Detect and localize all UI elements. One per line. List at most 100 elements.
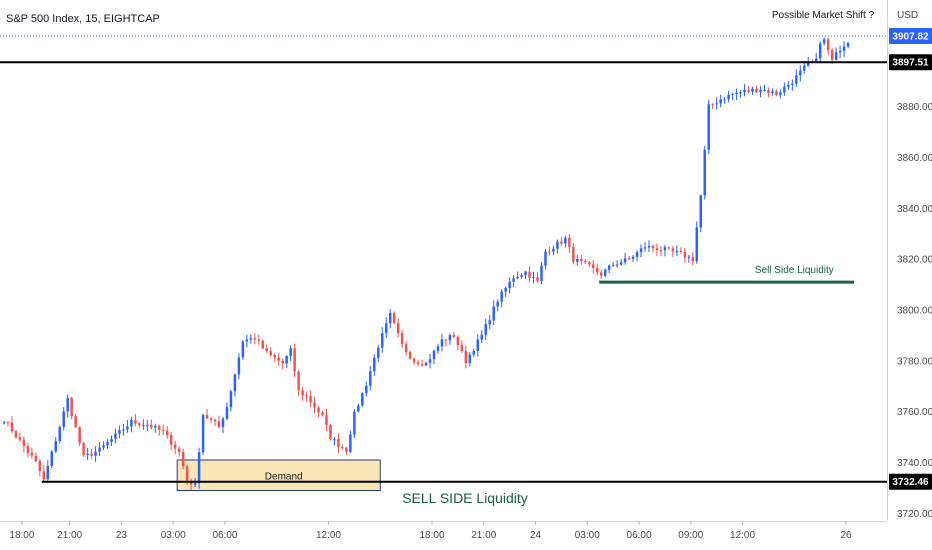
- candle[interactable]: [476, 333, 480, 357]
- candle[interactable]: [400, 330, 404, 348]
- candle[interactable]: [365, 381, 368, 397]
- candle[interactable]: [659, 246, 663, 257]
- candle[interactable]: [488, 315, 491, 330]
- candle[interactable]: [90, 448, 93, 459]
- candle[interactable]: [723, 97, 726, 104]
- candle[interactable]: [520, 273, 523, 279]
- candle[interactable]: [380, 326, 384, 353]
- candle[interactable]: [440, 333, 444, 352]
- candle[interactable]: [154, 423, 157, 433]
- candle[interactable]: [285, 354, 288, 369]
- candle[interactable]: [14, 429, 18, 440]
- candle[interactable]: [679, 247, 683, 254]
- candle[interactable]: [42, 464, 46, 481]
- candle[interactable]: [209, 416, 213, 423]
- candle[interactable]: [349, 430, 352, 454]
- candle[interactable]: [603, 268, 607, 278]
- candle[interactable]: [58, 425, 61, 444]
- candle[interactable]: [834, 47, 838, 61]
- candle[interactable]: [162, 424, 165, 436]
- candle[interactable]: [177, 446, 181, 457]
- candle[interactable]: [213, 418, 217, 427]
- candle[interactable]: [249, 334, 253, 344]
- candle[interactable]: [667, 246, 671, 250]
- candle[interactable]: [146, 419, 149, 432]
- candle[interactable]: [456, 335, 460, 351]
- candle[interactable]: [560, 236, 563, 246]
- candle[interactable]: [611, 262, 615, 267]
- candle[interactable]: [655, 243, 659, 256]
- candle[interactable]: [169, 431, 173, 451]
- candle[interactable]: [201, 413, 205, 455]
- candle[interactable]: [118, 425, 121, 439]
- candle[interactable]: [165, 426, 169, 439]
- candle[interactable]: [715, 97, 718, 110]
- candle[interactable]: [795, 69, 798, 88]
- candle[interactable]: [66, 394, 69, 418]
- candle[interactable]: [173, 440, 177, 455]
- candle[interactable]: [102, 441, 105, 451]
- candle[interactable]: [663, 244, 667, 257]
- candle[interactable]: [771, 88, 774, 96]
- candle[interactable]: [615, 260, 619, 268]
- candle[interactable]: [428, 353, 432, 369]
- candle[interactable]: [711, 103, 714, 110]
- candle[interactable]: [257, 334, 261, 345]
- candle[interactable]: [424, 361, 428, 367]
- candle[interactable]: [82, 441, 85, 458]
- candle[interactable]: [341, 444, 344, 450]
- candle[interactable]: [388, 308, 392, 329]
- candle[interactable]: [74, 413, 77, 428]
- candle[interactable]: [253, 333, 257, 345]
- candle[interactable]: [671, 245, 675, 257]
- candle[interactable]: [233, 373, 237, 397]
- candle[interactable]: [22, 436, 26, 453]
- candle[interactable]: [432, 349, 436, 365]
- candle[interactable]: [619, 258, 623, 266]
- candle[interactable]: [838, 45, 842, 59]
- candle[interactable]: [309, 390, 312, 408]
- candle[interactable]: [122, 423, 125, 436]
- candle[interactable]: [504, 286, 507, 298]
- candle[interactable]: [321, 410, 324, 417]
- candle[interactable]: [735, 88, 738, 101]
- candle[interactable]: [34, 452, 38, 463]
- candle[interactable]: [536, 271, 539, 283]
- candle[interactable]: [18, 432, 22, 442]
- candle[interactable]: [281, 358, 284, 370]
- candle[interactable]: [317, 405, 320, 418]
- candle[interactable]: [826, 37, 830, 56]
- candle[interactable]: [392, 311, 396, 325]
- candle[interactable]: [767, 87, 770, 98]
- candle[interactable]: [751, 86, 754, 95]
- candle[interactable]: [556, 239, 559, 254]
- candle[interactable]: [516, 271, 519, 280]
- candle[interactable]: [373, 354, 376, 376]
- candle[interactable]: [404, 341, 408, 356]
- candle[interactable]: [584, 259, 587, 265]
- candle[interactable]: [134, 413, 137, 427]
- candle[interactable]: [444, 338, 448, 347]
- candle[interactable]: [448, 333, 452, 345]
- candle[interactable]: [727, 90, 730, 103]
- candle[interactable]: [130, 416, 133, 433]
- candle[interactable]: [576, 254, 579, 266]
- candle[interactable]: [480, 330, 484, 344]
- candle[interactable]: [599, 269, 603, 279]
- candle[interactable]: [791, 79, 794, 91]
- candle[interactable]: [707, 99, 710, 155]
- candle[interactable]: [492, 300, 495, 325]
- candle[interactable]: [229, 389, 233, 412]
- candle[interactable]: [496, 299, 499, 312]
- candle[interactable]: [787, 81, 790, 90]
- candle[interactable]: [106, 439, 109, 449]
- candle[interactable]: [245, 334, 249, 348]
- candle[interactable]: [369, 366, 372, 391]
- candle[interactable]: [305, 392, 308, 402]
- candle[interactable]: [70, 396, 73, 420]
- candle[interactable]: [544, 248, 547, 270]
- candle[interactable]: [683, 248, 687, 263]
- candle[interactable]: [273, 353, 276, 362]
- candle[interactable]: [412, 357, 416, 366]
- candle[interactable]: [333, 436, 336, 446]
